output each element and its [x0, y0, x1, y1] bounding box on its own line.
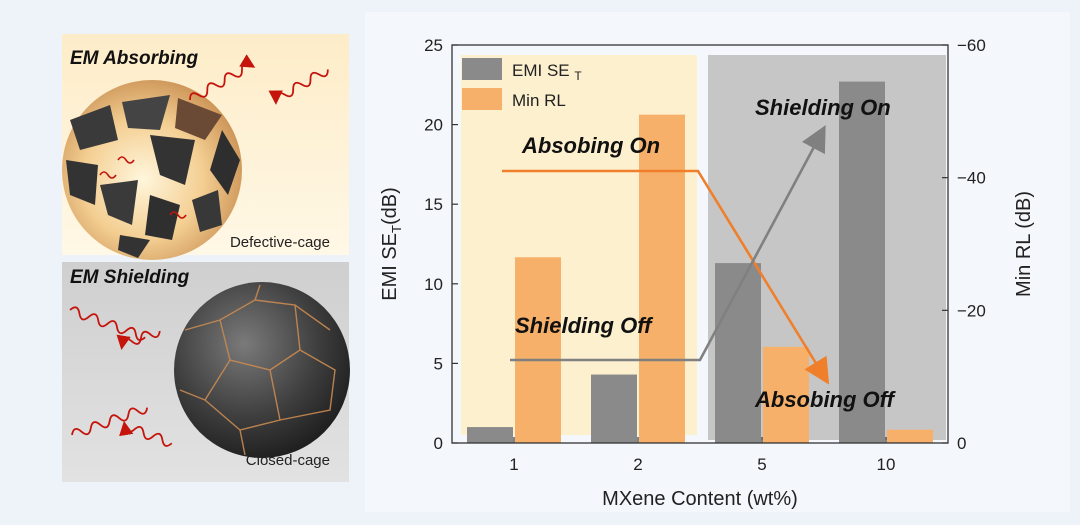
- bar-min-rl: [887, 429, 933, 443]
- x-tick-label: 2: [633, 455, 642, 474]
- defective-cage-caption: Defective-cage: [230, 234, 330, 251]
- legend-label-emi-se: EMI SE T: [512, 61, 582, 83]
- y-left-tick-label: 25: [424, 36, 443, 55]
- wave-icon: [268, 69, 329, 105]
- wave-icon: [116, 330, 161, 350]
- closed-cage-sphere-icon: [174, 282, 350, 458]
- bar-min-rl: [639, 114, 685, 444]
- annotation-absorbing-off: Absobing Off: [754, 387, 897, 412]
- y-right-axis-label: Min RL (dB): [1013, 191, 1035, 297]
- legend-swatch-emi-se: [462, 58, 502, 80]
- bar-emi-se: [467, 427, 513, 443]
- annotation-shielding-off: Shielding Off: [515, 313, 654, 338]
- x-tick-label: 10: [877, 455, 896, 474]
- x-axis-label: MXene Content (wt%): [602, 488, 798, 510]
- y-left-tick-label: 10: [424, 275, 443, 294]
- shielding-trend-arrow: [510, 125, 826, 362]
- y-left-tick-label: 20: [424, 116, 443, 135]
- closed-cage-caption: Closed-cage: [246, 452, 330, 469]
- annotation-shielding-on: Shielding On: [755, 95, 891, 120]
- wave-icon: [69, 306, 146, 341]
- defective-cage-sphere-icon: [62, 80, 242, 260]
- legend-label-min-rl: Min RL: [512, 91, 566, 110]
- absorbing-trend-arrow: [502, 169, 830, 385]
- bar-emi-se: [715, 263, 761, 443]
- legend-swatch-min-rl: [462, 88, 502, 110]
- x-tick-label: 1: [509, 455, 518, 474]
- x-tick-label: 5: [757, 455, 766, 474]
- y-left-tick-label: 15: [424, 195, 443, 214]
- y-right-tick-label: −60: [957, 36, 986, 55]
- y-right-tick-label: 0: [957, 434, 966, 453]
- y-left-tick-label: 0: [434, 434, 443, 453]
- wave-icon: [189, 54, 256, 101]
- y-right-tick-label: −20: [957, 301, 986, 320]
- bar-emi-se: [839, 81, 885, 443]
- y-left-tick-label: 5: [434, 354, 443, 373]
- bar-min-rl: [515, 257, 561, 443]
- plot-frame: [451, 44, 949, 444]
- y-right-tick-label: −40: [957, 169, 986, 188]
- annotation-absorbing-on: Absobing On: [521, 133, 660, 158]
- shielding-panel: EM Shielding Closed-cage: [62, 262, 350, 482]
- shielding-title: EM Shielding: [70, 267, 190, 288]
- absorbing-panel: EM Absorbing Defective-cage: [62, 34, 349, 260]
- wave-icon: [71, 407, 149, 436]
- wave-icon: [119, 420, 173, 447]
- bar-min-rl: [763, 346, 809, 443]
- absorbing-title: EM Absorbing: [70, 48, 198, 69]
- y-left-axis-label: EMI SET(dB): [379, 187, 404, 301]
- bar-emi-se: [591, 374, 637, 443]
